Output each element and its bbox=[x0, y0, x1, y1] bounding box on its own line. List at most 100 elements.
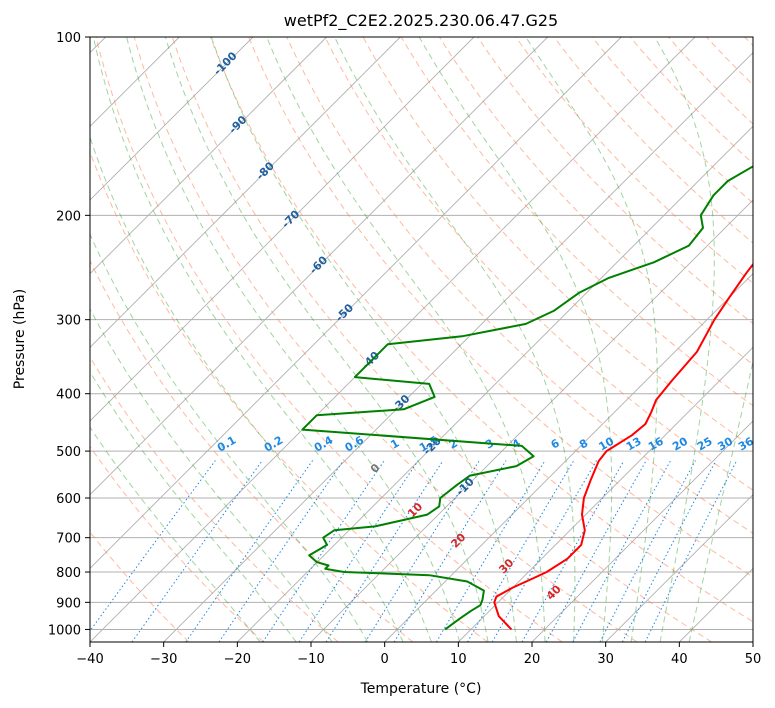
y-tick-label: 1000 bbox=[48, 623, 81, 638]
mixing-ratio-line bbox=[298, 460, 419, 642]
dry-adiabat-line bbox=[744, 37, 753, 47]
dry-adiabat-line bbox=[477, 37, 753, 325]
y-axis-title: Pressure (hPa) bbox=[12, 289, 28, 389]
dry-adiabat-label: -30 bbox=[389, 392, 412, 415]
x-tick-label: 10 bbox=[450, 652, 467, 667]
y-tick-label: 900 bbox=[56, 596, 81, 611]
sounding-series bbox=[301, 165, 753, 631]
dry-adiabat-line bbox=[553, 37, 753, 244]
x-axis-title: Temperature (°C) bbox=[360, 681, 482, 697]
mixing-ratio-label: 4 bbox=[510, 436, 523, 451]
moist-adiabat-line bbox=[90, 370, 297, 642]
isotherm-line bbox=[163, 52, 753, 642]
mixing-ratio-line bbox=[599, 460, 696, 642]
y-axis-ticks: 1000 900 800 700 600 500 400 300 200 100 bbox=[48, 31, 90, 638]
dry-adiabat-line bbox=[90, 445, 264, 642]
dry-adiabat-line bbox=[171, 37, 712, 642]
y-tick-label: 800 bbox=[56, 566, 81, 581]
moist-adiabat-line bbox=[334, 37, 576, 642]
x-tick-label: 50 bbox=[745, 652, 762, 667]
dewpoint-profile-line bbox=[301, 165, 753, 631]
isotherm-line bbox=[90, 37, 327, 275]
mixing-ratio-label: 6 bbox=[549, 436, 562, 451]
dry-adiabat-line bbox=[324, 37, 753, 491]
mixing-ratio-line bbox=[521, 460, 625, 642]
mixing-ratio-lines bbox=[90, 460, 738, 642]
x-tick-label: 20 bbox=[524, 652, 541, 667]
moist-adiabat-line bbox=[90, 426, 261, 642]
mixing-ratio-line bbox=[262, 460, 385, 642]
mixing-ratio-line bbox=[90, 460, 216, 632]
moist-adiabat-line bbox=[266, 37, 546, 642]
moist-adiabat-line bbox=[418, 37, 613, 642]
y-tick-label: 500 bbox=[56, 445, 81, 460]
temperature-profile-line bbox=[493, 262, 753, 631]
isotherm-line bbox=[90, 37, 696, 642]
mixing-ratio-label: 1 bbox=[388, 437, 401, 452]
y-tick-label: 600 bbox=[56, 492, 81, 507]
moist-adiabat-label: 30 bbox=[496, 556, 516, 576]
moist-adiabat-line bbox=[210, 37, 517, 642]
isotherm-line bbox=[237, 125, 753, 642]
dry-adiabat-line bbox=[90, 531, 190, 642]
y-tick-label: 400 bbox=[56, 388, 81, 403]
dry-adiabat-lines bbox=[90, 37, 753, 642]
plot-area: -100-90-80-70-60-50-40-30-20-100.1 0.2 0.4… bbox=[90, 37, 756, 642]
mixing-ratio-label: 2 bbox=[447, 437, 460, 452]
mixing-ratio-label: 36 bbox=[736, 434, 756, 453]
moist-adiabat-line bbox=[92, 37, 432, 642]
isotherm-line bbox=[384, 273, 753, 642]
x-tick-label: 40 bbox=[671, 652, 688, 667]
mixing-ratio-line bbox=[545, 460, 647, 642]
moist-adiabat-line bbox=[164, 37, 489, 642]
dry-adiabat-line bbox=[248, 37, 753, 578]
isotherm-line bbox=[90, 37, 622, 569]
isotherm-line bbox=[90, 37, 254, 201]
dry-adiabat-line bbox=[90, 356, 339, 642]
dry-adiabat-line bbox=[95, 37, 563, 642]
moist-adiabat-label: 20 bbox=[448, 530, 468, 550]
x-tick-label: −10 bbox=[297, 652, 324, 667]
isotherm-line bbox=[752, 641, 753, 642]
isotherm-line bbox=[458, 346, 753, 642]
x-tick-label: 30 bbox=[597, 652, 614, 667]
y-tick-label: 300 bbox=[56, 314, 81, 329]
moist-adiabat-label: 40 bbox=[544, 582, 564, 602]
moist-adiabat-line bbox=[688, 358, 753, 642]
x-tick-label: −40 bbox=[76, 652, 103, 667]
dry-adiabat-line bbox=[591, 37, 753, 204]
mixing-ratio-line bbox=[185, 460, 314, 642]
dry-adiabat-line bbox=[706, 37, 753, 86]
mixing-ratio-line bbox=[393, 460, 507, 642]
isotherm-line bbox=[90, 37, 401, 348]
isotherm-line bbox=[310, 199, 753, 642]
y-tick-label: 200 bbox=[56, 209, 81, 224]
isotherm-line bbox=[90, 37, 548, 496]
moist-adiabat-line bbox=[654, 37, 715, 642]
dry-adiabat-line bbox=[362, 37, 753, 449]
moist-adiabat-lines bbox=[90, 37, 753, 642]
moist-adiabat-line bbox=[90, 135, 404, 642]
dry-adiabat-line bbox=[133, 37, 638, 642]
dry-adiabat-line bbox=[210, 37, 753, 623]
moist-adiabat-line bbox=[126, 37, 461, 642]
dry-adiabat-line bbox=[90, 259, 414, 642]
plot-frame bbox=[89, 36, 754, 643]
x-tick-label: −30 bbox=[150, 652, 177, 667]
x-axis-ticks: −40 −30 −20 −10 0 10 20 30 40 50 bbox=[76, 642, 761, 667]
y-tick-label: 100 bbox=[56, 31, 81, 46]
y-tick-label: 700 bbox=[56, 532, 81, 547]
mixing-ratio-line bbox=[467, 460, 575, 642]
isotherm-line bbox=[90, 37, 475, 422]
dry-adiabat-line bbox=[629, 37, 753, 165]
dry-adiabat-label: -50 bbox=[333, 301, 356, 324]
isobar-gridlines bbox=[90, 37, 753, 630]
moist-adiabat-line bbox=[525, 37, 658, 642]
mixing-ratio-line bbox=[325, 460, 444, 642]
dry-adiabat-line bbox=[668, 37, 753, 125]
dry-adiabat-line bbox=[400, 37, 753, 407]
mixing-ratio-line bbox=[644, 460, 738, 642]
mixing-ratio-line bbox=[218, 460, 344, 642]
isotherm-line bbox=[605, 494, 753, 642]
